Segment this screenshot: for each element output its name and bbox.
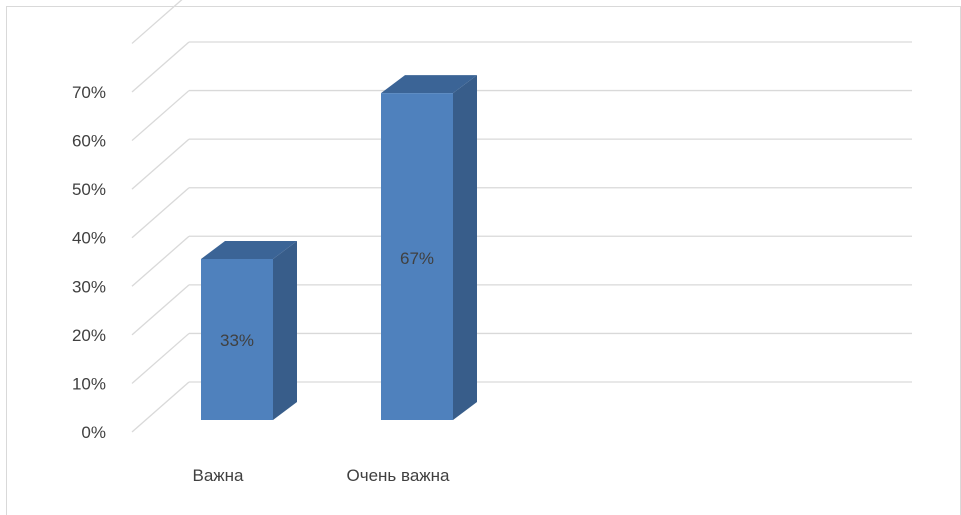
- bar-top: [381, 75, 477, 94]
- data-label: 67%: [400, 249, 434, 268]
- bar-top: [201, 241, 297, 259]
- x-axis-categories: Важна Очень важна: [192, 466, 450, 485]
- gridlines: [131, 0, 912, 433]
- y-tick-label: 60%: [72, 132, 106, 151]
- category-label: Важна: [192, 466, 244, 485]
- gridline-side: [131, 41, 190, 93]
- gridline-side: [131, 138, 190, 190]
- bar-side: [453, 75, 477, 420]
- category-label: Очень важна: [346, 466, 450, 485]
- y-tick-label: 10%: [72, 374, 106, 393]
- chart-border: [6, 6, 961, 515]
- bar-side: [273, 241, 297, 420]
- bar-front: [381, 93, 453, 420]
- y-tick-label: 70%: [72, 83, 106, 102]
- y-tick-label: 20%: [72, 326, 106, 345]
- data-label: 33%: [220, 331, 254, 350]
- y-tick-label: 30%: [72, 277, 106, 296]
- gridline-side: [131, 332, 190, 384]
- y-axis-ticks: 0% 10% 20% 30% 40% 50% 60% 70%: [72, 83, 106, 442]
- data-labels: 33% 67%: [220, 249, 434, 350]
- gridline-side: [131, 235, 190, 287]
- gridline-side: [131, 0, 183, 44]
- bars: [201, 75, 477, 420]
- gridline-side: [131, 284, 190, 336]
- y-tick-label: 50%: [72, 180, 106, 199]
- y-tick-label: 40%: [72, 229, 106, 248]
- gridline-side: [131, 90, 190, 142]
- bar: [201, 241, 297, 420]
- chart-frame-rect: [6, 6, 961, 515]
- y-tick-label: 0%: [81, 423, 106, 442]
- bar: [381, 75, 477, 420]
- bar-front: [201, 259, 273, 420]
- gridline-side: [131, 187, 190, 239]
- gridline-side: [131, 381, 190, 433]
